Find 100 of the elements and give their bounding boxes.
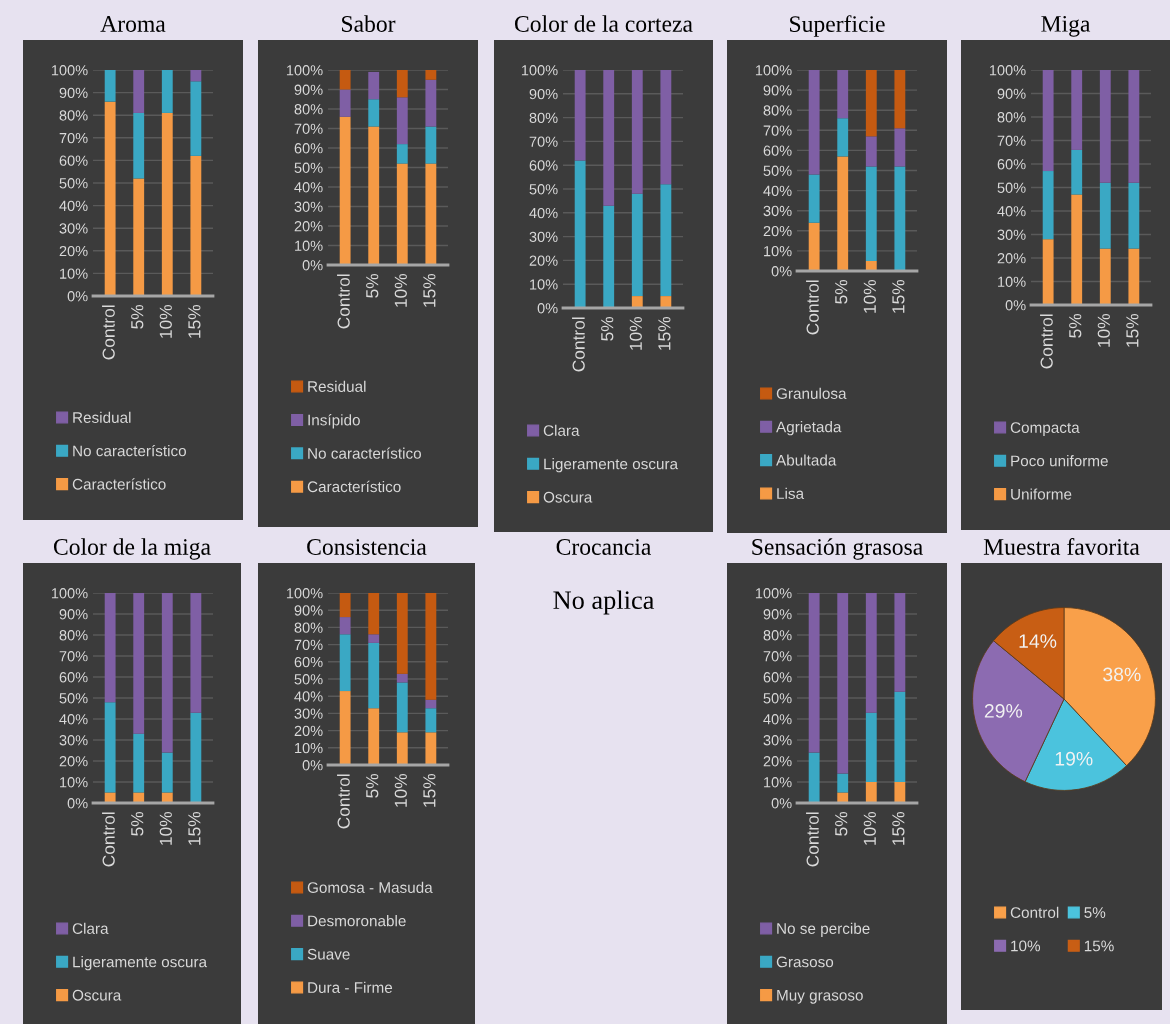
bar [808, 593, 820, 753]
x-tick-label: 5% [366, 773, 379, 798]
bar [133, 792, 145, 803]
legend-label: Oscura [543, 491, 593, 503]
legend-label: Ligeramente oscura [544, 458, 679, 473]
bar [368, 126, 380, 265]
bar [133, 593, 145, 734]
y-tick-label: 50% [997, 182, 1026, 193]
y-tick-label: 90% [59, 87, 88, 99]
legend-label: Lisa [777, 487, 805, 499]
y-tick-label: 70% [529, 136, 558, 147]
x-tick-label: 10% [394, 273, 407, 307]
bar [104, 792, 116, 803]
y-tick-label: 30% [59, 223, 88, 234]
legend-label: Clara [72, 922, 109, 934]
x-tick-label: Control [572, 317, 585, 372]
bar [161, 70, 173, 113]
bar [660, 184, 672, 297]
y-tick-label: 20% [59, 245, 88, 257]
bar [894, 593, 906, 692]
bar [396, 593, 408, 674]
y-tick-label: 80% [763, 630, 792, 641]
bar [1099, 70, 1111, 183]
legend-label: Uniforme [1011, 488, 1072, 500]
bar [190, 593, 202, 713]
y-tick-label: 80% [529, 112, 558, 124]
y-tick-label: 40% [294, 691, 323, 702]
y-tick-label: 0% [67, 291, 88, 302]
y-tick-label: 0% [302, 760, 323, 771]
legend-label: Suave [307, 948, 350, 960]
y-tick-label: 100% [286, 588, 323, 599]
bar [104, 593, 116, 703]
x-tick-label: 10% [629, 316, 642, 350]
y-tick-label: 0% [771, 798, 792, 809]
y-tick-label: 90% [763, 85, 792, 96]
y-tick-label: 60% [59, 155, 88, 166]
chart-title: Color de la corteza [514, 15, 693, 32]
bar [837, 118, 849, 157]
bar [1071, 149, 1083, 195]
legend-label: Desmoronable [308, 915, 406, 927]
y-tick-label: 70% [59, 651, 88, 662]
y-tick-label: 20% [763, 756, 792, 767]
x-tick-label: 5% [835, 811, 848, 836]
x-tick-label: 5% [131, 304, 144, 329]
y-tick-label: 60% [59, 672, 88, 683]
bar [425, 126, 437, 164]
y-tick-label: 100% [286, 65, 323, 76]
bar [339, 116, 351, 265]
x-tick-label: Control [337, 774, 350, 829]
bar [425, 732, 437, 765]
bar [339, 617, 351, 635]
bar [104, 70, 116, 102]
y-tick-label: 20% [529, 255, 558, 266]
y-tick-label: 100% [51, 65, 88, 76]
bar [894, 70, 906, 129]
bar [1128, 182, 1140, 249]
bar [190, 81, 202, 156]
x-tick-label: 15% [423, 273, 436, 307]
legend-label: Control [1010, 906, 1059, 918]
y-tick-label: 80% [59, 630, 88, 641]
bar [161, 112, 173, 296]
x-tick-label: 15% [188, 304, 201, 338]
bar [396, 144, 408, 164]
bar [808, 174, 820, 223]
bar [837, 593, 849, 774]
bar [837, 156, 849, 271]
bar [837, 792, 849, 803]
x-tick-label: Control [806, 280, 819, 335]
y-tick-label: 0% [537, 303, 558, 314]
y-tick-label: 80% [59, 110, 88, 121]
y-tick-label: 90% [529, 88, 558, 100]
legend-label: Residual [308, 380, 366, 392]
data-label: 14% [1019, 634, 1057, 648]
x-tick-label: 15% [892, 279, 905, 313]
y-tick-label: 0% [67, 798, 88, 809]
bar [894, 166, 906, 271]
y-tick-label: 100% [51, 588, 88, 599]
legend-label: Muy grasoso [777, 989, 863, 1004]
y-tick-label: 40% [294, 182, 323, 193]
bar [1042, 239, 1054, 305]
bar [837, 773, 849, 793]
legend-label: Granulosa [776, 387, 847, 399]
legend-label: Clara [543, 424, 580, 436]
x-tick-label: 5% [1069, 313, 1082, 338]
x-tick-label: 10% [159, 304, 172, 338]
x-tick-label: 10% [863, 811, 876, 845]
text: Crocancia [556, 539, 652, 555]
bar [396, 97, 408, 145]
bar [161, 752, 173, 793]
bar [631, 70, 643, 194]
y-tick-label: 30% [529, 231, 558, 243]
bar [894, 128, 906, 167]
chart-title: Color de la miga [53, 538, 211, 560]
bar [425, 79, 437, 127]
bar [368, 642, 380, 709]
y-tick-label: 100% [755, 588, 792, 599]
legend-label: Agrietada [776, 421, 842, 436]
legend-label: Grasoso [776, 956, 834, 968]
legend-label: 5% [1084, 907, 1106, 918]
chart-title: Aroma [100, 16, 166, 32]
